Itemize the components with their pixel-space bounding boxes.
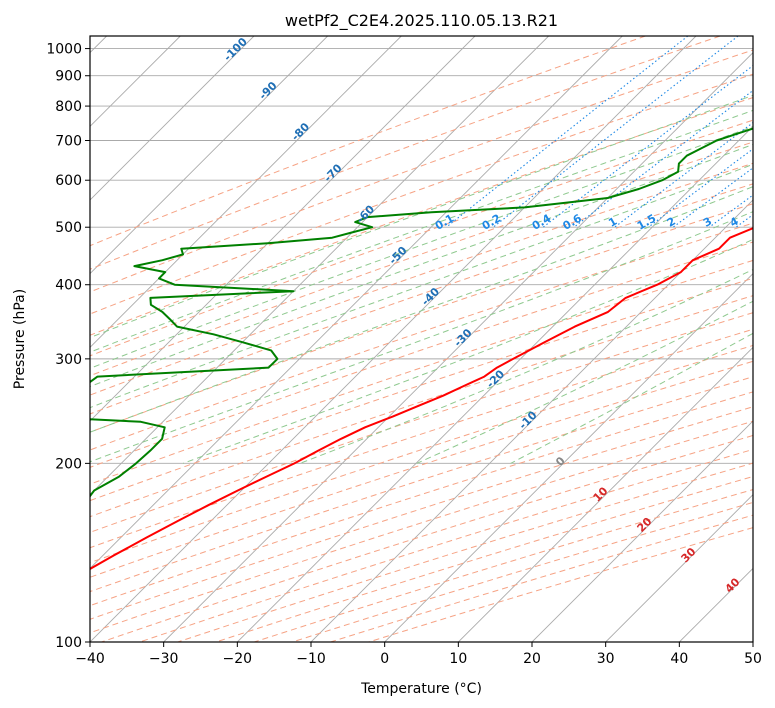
isotherm-line — [531, 420, 753, 642]
moist-adiabat-line — [90, 126, 753, 369]
dry-adiabat-line — [90, 344, 753, 564]
plot-frame — [89, 35, 754, 643]
dry-adiabat-line — [90, 312, 753, 533]
isotherm-line — [90, 36, 255, 201]
isotherm-line — [90, 36, 623, 569]
isotherm-line — [163, 52, 753, 642]
moist-adiabat-line — [416, 300, 753, 464]
mixing-ratio-label: 0.4 — [530, 212, 554, 233]
x-tick-label: 30 — [597, 651, 615, 667]
y-tick-label: 700 — [55, 133, 82, 149]
isotherm-line — [237, 125, 753, 642]
moist-adiabat-line — [90, 109, 753, 353]
dry-adiabat-label: 10 — [591, 484, 611, 504]
isotherm-line — [90, 36, 402, 348]
line-annotations: 0.1 0.2 0.4 0.6 1 1.5 2 3 4-100-90-80-70-60-50-4… — [221, 35, 743, 596]
y-tick-label: 600 — [55, 173, 82, 189]
x-tick-label: 20 — [523, 651, 541, 667]
y-tick-label: 300 — [55, 352, 82, 368]
mixing-ratio-line — [672, 167, 753, 228]
dry-adiabat-line — [90, 222, 753, 451]
x-tick-label: 50 — [744, 651, 762, 667]
isotherm-line — [310, 199, 753, 642]
mixing-ratio-line — [542, 64, 753, 228]
isotherm-line — [752, 641, 753, 642]
moist-adiabat-line — [90, 163, 753, 409]
chart-title: wetPf2_C2E4.2025.110.05.13.R21 — [285, 11, 558, 31]
dry-adiabat-label: 40 — [723, 575, 743, 595]
y-tick-label: 200 — [55, 456, 82, 472]
dry-adiabat-line — [90, 376, 753, 593]
mixing-ratio-line — [492, 36, 739, 228]
moist-adiabat-label: -90 — [256, 79, 279, 102]
dry-adiabat-line — [90, 73, 753, 315]
isotherm-line — [90, 36, 328, 275]
dry-adiabat-line — [90, 141, 753, 377]
mixing-ratio-label: 1.5 — [635, 212, 658, 233]
isotherm-line — [90, 36, 697, 642]
x-tick-label: −40 — [75, 651, 105, 667]
dry-adiabat-line — [90, 241, 753, 468]
dry-adiabat-line — [90, 183, 753, 415]
moist-adiabat-line — [182, 238, 753, 464]
dry-adiabat-line — [90, 36, 646, 247]
moist-adiabat-label: -100 — [221, 35, 250, 64]
mixing-ratio-line — [573, 89, 753, 228]
isotherm-line — [90, 36, 476, 422]
dry-adiabat-line — [90, 119, 753, 357]
dry-adiabat-line — [90, 97, 753, 336]
dry-adiabat-line — [90, 203, 753, 433]
x-tick-label: 10 — [449, 651, 467, 667]
y-tick-label: 900 — [55, 69, 82, 85]
moist-adiabat-label: -10 — [516, 408, 539, 431]
y-tick-label: 400 — [55, 278, 82, 294]
y-tick-label: 1000 — [46, 42, 82, 58]
dry-adiabat-line — [90, 360, 753, 578]
dry-adiabat-line — [90, 277, 753, 502]
dry-adiabat-line — [90, 259, 753, 485]
mixing-ratio-line — [614, 121, 753, 228]
x-axis: −40 −30 −20 −10 0 10 20 30 40 50 — [75, 642, 762, 667]
moist-adiabat-label: -30 — [451, 326, 474, 349]
dry-adiabat-line — [90, 391, 753, 607]
x-tick-label: −30 — [149, 651, 179, 667]
isotherm-line — [384, 273, 753, 642]
dry-adiabat-line — [90, 36, 721, 270]
mixing-ratio-label: 0.6 — [561, 212, 585, 233]
y-axis: 100 200 300 400 500 600 700 800 900 1000 — [46, 42, 90, 651]
moist-adiabat-line — [90, 211, 753, 463]
isotherm-line — [605, 494, 753, 642]
x-tick-label: 0 — [380, 651, 389, 667]
x-tick-label: 40 — [670, 651, 688, 667]
isotherm-line — [90, 36, 549, 496]
mixing-ratio-label: 0.2 — [480, 212, 503, 233]
moist-adiabat-label: -70 — [321, 161, 344, 184]
dry-adiabat-line — [90, 49, 753, 293]
dry-adiabat-line — [90, 295, 753, 518]
isotherm-line — [458, 346, 753, 642]
data-lines — [90, 127, 753, 571]
dry-adiabat-line — [90, 328, 753, 549]
y-tick-label: 800 — [55, 99, 82, 115]
moist-adiabat-label: -50 — [386, 244, 409, 267]
moist-adiabat-label: -80 — [289, 120, 312, 143]
temperature-series-line — [90, 227, 753, 571]
y-tick-label: 100 — [55, 635, 82, 651]
dewpoint-series-line — [90, 127, 753, 498]
x-axis-title: Temperature (°C) — [360, 681, 482, 697]
dry-adiabat-line — [90, 162, 753, 396]
x-tick-label: −10 — [296, 651, 326, 667]
x-tick-label: −20 — [223, 651, 253, 667]
background-lines — [90, 36, 753, 642]
y-axis-title: Pressure (hPa) — [12, 289, 28, 389]
moist-adiabat-label: -20 — [484, 367, 507, 390]
dry-adiabat-line — [368, 527, 753, 642]
mixing-ratio-label: 0.1 — [433, 212, 456, 233]
dry-adiabat-line — [292, 501, 753, 642]
y-tick-label: 500 — [55, 220, 82, 236]
